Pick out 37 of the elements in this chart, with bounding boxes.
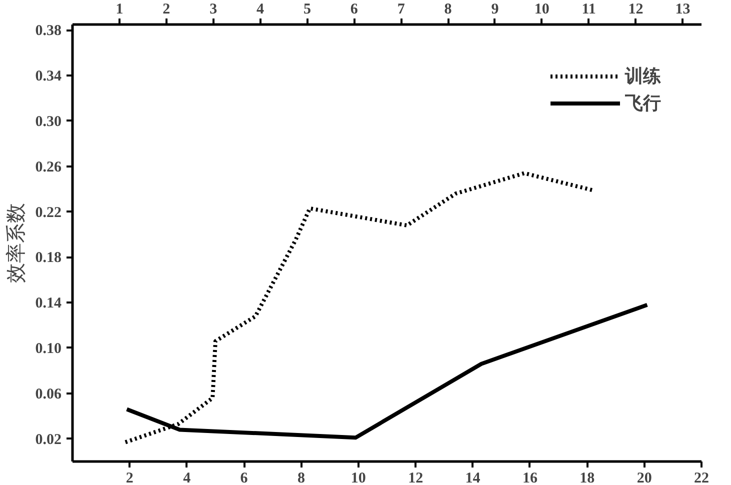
- x-tick-label: 10: [350, 470, 366, 485]
- y-tick-label: 0.22: [35, 204, 62, 221]
- y-tick-label: 0.18: [35, 250, 62, 266]
- x2-tick-label: 8: [444, 2, 452, 18]
- x-tick-label: 12: [408, 470, 424, 485]
- y-tick-label: 0.10: [35, 340, 62, 357]
- legend-label: 训练: [625, 65, 661, 88]
- x2-tick-label: 3: [210, 2, 218, 18]
- x-tick-label: 14: [465, 470, 481, 485]
- x-tick-label: 8: [297, 470, 305, 485]
- x-tick-label: 6: [240, 470, 248, 485]
- x2-tick-label: 2: [162, 2, 170, 18]
- y-tick-label: 0.30: [35, 114, 62, 130]
- x-tick-label: 22: [694, 470, 709, 485]
- x2-tick-label: 5: [303, 2, 311, 18]
- x-tick-label: 2: [126, 470, 134, 485]
- y-tick-label: 0.02: [35, 432, 62, 448]
- x2-tick-label: 11: [582, 2, 596, 18]
- y-tick-label: 0.06: [35, 386, 62, 402]
- x-tick-label: 4: [183, 470, 192, 485]
- y-tick-label: 0.38: [35, 23, 62, 40]
- x-tick-label: 16: [522, 470, 538, 485]
- y-tick-label: 0.26: [35, 159, 62, 176]
- legend-label: 飞行: [625, 92, 661, 115]
- x2-tick-label: 1: [116, 2, 124, 18]
- x-tick-label: 18: [580, 470, 595, 485]
- x2-tick-label: 13: [675, 2, 690, 18]
- x2-tick-label: 12: [628, 2, 644, 18]
- x2-tick-label: 9: [491, 2, 499, 18]
- y-tick-label: 0.14: [35, 296, 62, 312]
- x2-tick-label: 4: [256, 2, 265, 18]
- x2-tick-label: 10: [534, 2, 550, 18]
- y-tick-label: 0.34: [35, 68, 62, 85]
- x-tick-label: 20: [636, 470, 652, 485]
- x2-tick-label: 6: [350, 2, 358, 18]
- y-axis-title: 效率系数: [3, 203, 28, 283]
- x2-tick-label: 7: [397, 2, 406, 18]
